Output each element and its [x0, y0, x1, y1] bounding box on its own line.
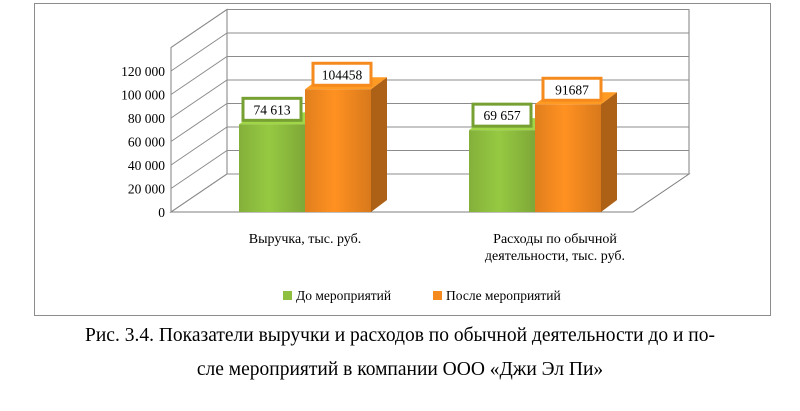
category-labels: Выручка, тыс. руб. Расходы по обычной деят…	[249, 232, 625, 264]
data-label-box	[241, 96, 303, 122]
data-label-text: 74 613	[253, 102, 290, 117]
caption-line-2: сле мероприятий в компании ООО «Джи Эл П…	[196, 359, 604, 380]
data-label: 91687	[541, 76, 603, 102]
gridline	[170, 79, 689, 119]
legend-swatch	[433, 291, 442, 300]
data-label-text: 104458	[322, 67, 363, 82]
gridline	[170, 56, 689, 95]
data-label: 74 613	[241, 96, 303, 122]
data-label-text: 91687	[555, 82, 589, 97]
y-tick-label: 60 000	[128, 135, 165, 150]
data-label-box	[311, 61, 373, 87]
bar-side	[371, 77, 387, 213]
bar	[535, 92, 617, 212]
legend: До мероприятий После мероприятий	[283, 288, 561, 303]
legend-label: После мероприятий	[446, 288, 561, 303]
gridline	[170, 32, 689, 72]
category-label: Расходы по обычной	[493, 232, 617, 247]
y-tick-labels: 0 20 000 40 000 60 000 80 000 100 000 120 000	[121, 64, 165, 220]
y-tick-label: 0	[158, 205, 165, 220]
legend-swatch	[283, 291, 292, 300]
data-label: 69 657	[471, 102, 533, 128]
y-tick-label: 120 000	[121, 64, 165, 79]
bar-chart: 0 20 000 40 000 60 000 80 000 100 000 120 000 7…	[121, 8, 691, 303]
data-label: 104458	[311, 61, 373, 87]
chart-frame: 0 20 000 40 000 60 000 80 000 100 000 120 000 7…	[34, 3, 771, 316]
y-tick-label: 100 000	[121, 88, 165, 103]
bar-front	[535, 104, 601, 212]
gridline	[170, 103, 689, 142]
data-label-box	[471, 102, 533, 128]
category-label: деятельности, тыс. руб.	[485, 249, 625, 264]
bar-side	[601, 92, 617, 212]
bar-front	[469, 130, 535, 212]
data-label-text: 69 657	[483, 108, 520, 123]
category-label: Выручка, тыс. руб.	[249, 232, 361, 247]
legend-label: До мероприятий	[296, 288, 391, 303]
bar-front	[239, 124, 305, 212]
bar-front	[305, 89, 371, 212]
gridline	[170, 9, 689, 48]
y-tick-label: 40 000	[128, 158, 165, 173]
caption-line-1: Рис. 3.4. Показатели выручки и расходов …	[85, 325, 715, 346]
figure-caption: Рис. 3.4. Показатели выручки и расходов …	[0, 319, 800, 387]
data-label-box	[541, 76, 603, 102]
y-tick-label: 80 000	[128, 111, 165, 126]
data-labels: 74 613 69 657 104458 91687	[241, 61, 603, 128]
bar	[305, 77, 387, 213]
y-tick-label: 20 000	[128, 182, 165, 197]
